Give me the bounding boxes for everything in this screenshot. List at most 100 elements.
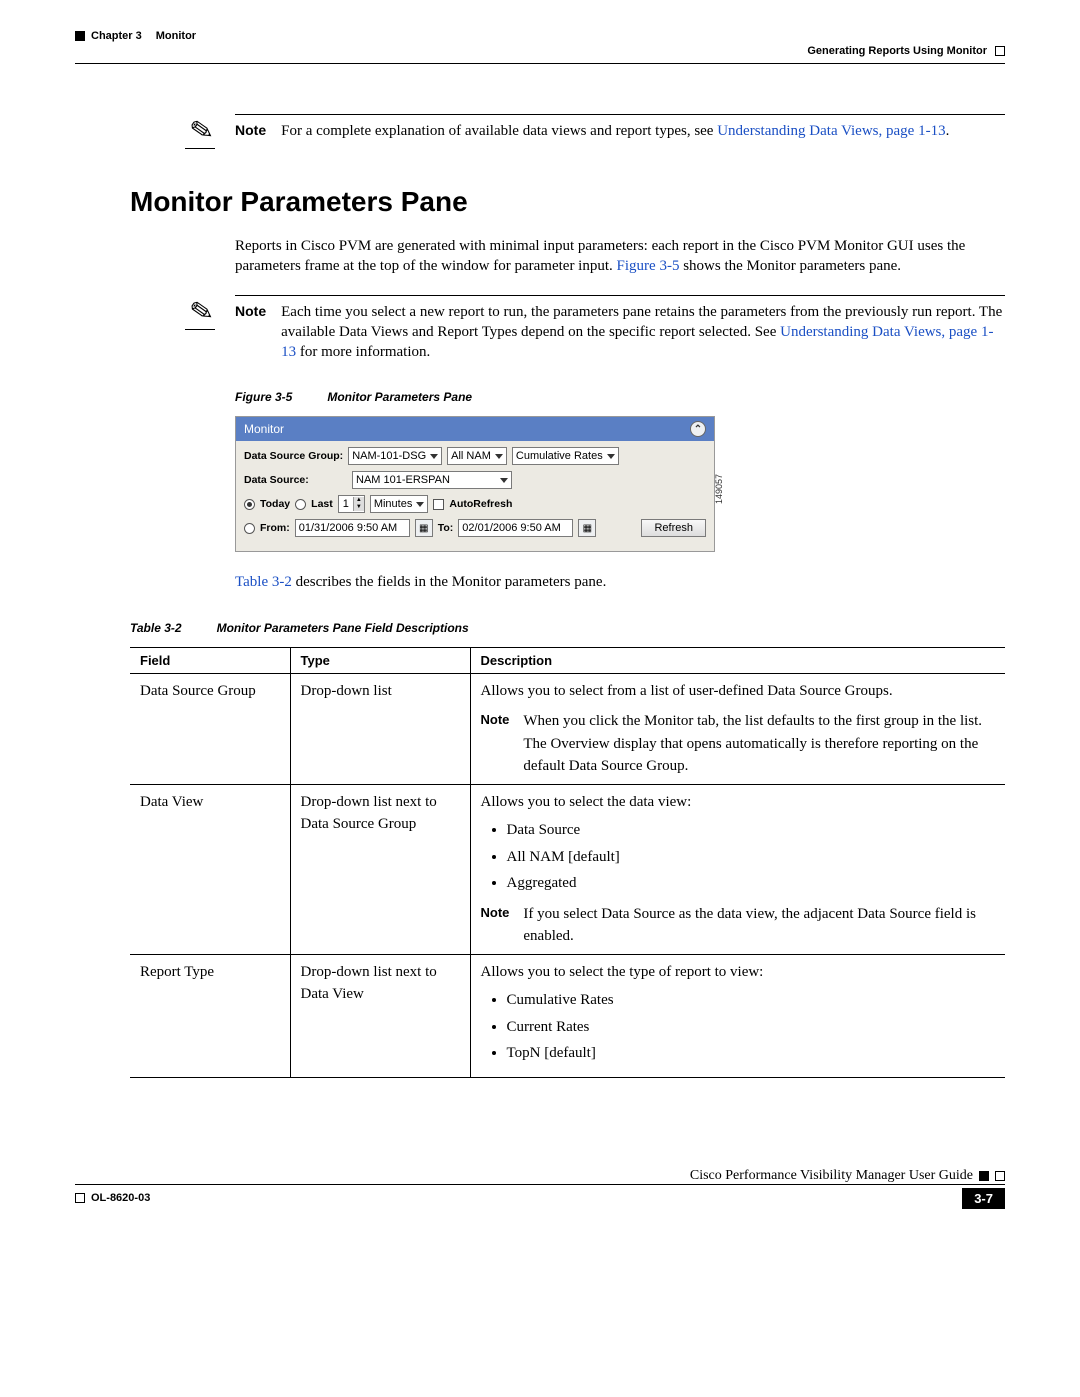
table-title: Monitor Parameters Pane Field Descriptio… <box>217 621 469 635</box>
rate-select[interactable]: Cumulative Rates <box>512 447 619 465</box>
desc-intro: Allows you to select the data view: <box>481 791 996 814</box>
today-radio[interactable] <box>244 499 255 510</box>
ds-value: NAM 101-ERSPAN <box>356 474 450 486</box>
calendar-icon[interactable]: ▦ <box>578 519 596 537</box>
note-body-2: Each time you select a new report to run… <box>281 302 1005 363</box>
last-label: Last <box>311 498 333 510</box>
autorefresh-label: AutoRefresh <box>449 498 512 510</box>
section-heading: Monitor Parameters Pane <box>130 186 1005 218</box>
monitor-titlebar: Monitor ⌃ <box>236 417 714 441</box>
view-value: All NAM <box>451 450 491 462</box>
cell-field: Data Source Group <box>130 673 290 784</box>
note-body-row-2: Note Each time you select a new report t… <box>235 302 1005 363</box>
footer-book-title: Cisco Performance Visibility Manager Use… <box>690 1168 973 1184</box>
chevron-down-icon <box>607 454 615 459</box>
up-arrow-icon[interactable]: ▲ <box>354 497 364 504</box>
from-radio[interactable] <box>244 523 255 534</box>
refresh-button[interactable]: Refresh <box>641 519 706 537</box>
note-icon-column: ✎ <box>75 114 215 151</box>
footer-marker-icon <box>979 1171 989 1181</box>
spinner-buttons[interactable]: ▲▼ <box>353 497 364 511</box>
bullet-item: Cumulative Rates <box>507 989 996 1012</box>
dsg-select[interactable]: NAM-101-DSG <box>348 447 442 465</box>
note-label-2: Note <box>235 302 266 363</box>
monitor-row-dsg: Data Source Group: NAM-101-DSG All NAM C… <box>244 447 706 465</box>
pencil-icon: ✎ <box>187 112 216 150</box>
today-label: Today <box>260 498 290 510</box>
from-label: From: <box>260 522 290 534</box>
note-text-wrap: Note For a complete explanation of avail… <box>235 114 1005 151</box>
note1-prefix: For a complete explanation of available … <box>281 123 717 139</box>
collapse-icon[interactable]: ⌃ <box>690 421 706 437</box>
monitor-row-ds: Data Source: NAM 101-ERSPAN <box>244 471 706 489</box>
para2-suffix: describes the fields in the Monitor para… <box>292 574 606 590</box>
last-radio[interactable] <box>295 499 306 510</box>
th-desc: Description <box>470 647 1005 673</box>
view-select[interactable]: All NAM <box>447 447 507 465</box>
figure-title: Monitor Parameters Pane <box>327 390 472 404</box>
unit-value: Minutes <box>374 498 413 510</box>
note-icon-column-2: ✎ <box>75 295 215 363</box>
desc-note: Note When you click the Monitor tab, the… <box>481 710 996 778</box>
bullet-item: Aggregated <box>507 872 996 895</box>
para2-link[interactable]: Table 3-2 <box>235 574 292 590</box>
monitor-row-time: Today Last 1 ▲▼ Minutes AutoRefresh <box>244 495 706 513</box>
bullet-item: TopN [default] <box>507 1042 996 1065</box>
table-row: Data View Drop-down list next to Data So… <box>130 784 1005 954</box>
calendar-icon[interactable]: ▦ <box>415 519 433 537</box>
interval-spinner[interactable]: 1 ▲▼ <box>338 495 365 513</box>
header-subsection-row: Generating Reports Using Monitor <box>75 45 1005 57</box>
page-footer: Cisco Performance Visibility Manager Use… <box>75 1168 1005 1209</box>
monitor-body: Data Source Group: NAM-101-DSG All NAM C… <box>236 441 714 551</box>
bullet-item: Current Rates <box>507 1016 996 1039</box>
header-marker-outline-icon <box>995 46 1005 56</box>
to-label: To: <box>438 522 454 534</box>
to-input[interactable] <box>458 519 573 537</box>
note1-link[interactable]: Understanding Data Views, page 1-13 <box>717 123 945 139</box>
page-number: 3-7 <box>962 1188 1005 1209</box>
desc-bullets: Cumulative Rates Current Rates TopN [def… <box>481 989 996 1065</box>
cell-field: Data View <box>130 784 290 954</box>
pencil-icon: ✎ <box>187 293 216 331</box>
chapter-label: Chapter 3 <box>91 30 142 42</box>
monitor-pane-figure: Monitor ⌃ Data Source Group: NAM-101-DSG… <box>235 416 715 552</box>
radio-dot-icon <box>247 502 252 507</box>
th-field: Field <box>130 647 290 673</box>
figure-label: Figure 3-5 <box>235 390 292 404</box>
monitor-row-range: From: ▦ To: ▦ Refresh <box>244 519 706 537</box>
chevron-down-icon <box>500 478 508 483</box>
desc-note: Note If you select Data Source as the da… <box>481 903 996 948</box>
footer-left: OL-8620-03 <box>75 1192 150 1204</box>
note-block-2: ✎ Note Each time you select a new report… <box>75 295 1005 363</box>
header-marker-icon <box>75 31 85 41</box>
desc-intro: Allows you to select the type of report … <box>481 961 996 984</box>
ds-select[interactable]: NAM 101-ERSPAN <box>352 471 512 489</box>
bullet-item: All NAM [default] <box>507 846 996 869</box>
cell-type: Drop-down list next to Data View <box>290 954 470 1077</box>
down-arrow-icon[interactable]: ▼ <box>354 504 364 511</box>
header-left: Chapter 3 Monitor <box>75 30 196 42</box>
figure-caption: Figure 3-5 Monitor Parameters Pane <box>235 390 1005 404</box>
desc-note-label: Note <box>481 710 510 778</box>
from-input[interactable] <box>295 519 410 537</box>
note-top-rule-2 <box>235 295 1005 296</box>
bullet-item: Data Source <box>507 819 996 842</box>
cell-desc: Allows you to select from a list of user… <box>470 673 1005 784</box>
cell-field: Report Type <box>130 954 290 1077</box>
note1-suffix: . <box>946 123 950 139</box>
para1-link[interactable]: Figure 3-5 <box>617 258 680 274</box>
figure-number: 149057 <box>714 474 724 504</box>
rate-value: Cumulative Rates <box>516 450 603 462</box>
paragraph-1: Reports in Cisco PVM are generated with … <box>235 236 1005 277</box>
unit-select[interactable]: Minutes <box>370 495 429 513</box>
desc-note-label: Note <box>481 903 510 948</box>
note-body: For a complete explanation of available … <box>281 121 949 141</box>
table-row: Report Type Drop-down list next to Data … <box>130 954 1005 1077</box>
dsg-label: Data Source Group: <box>244 450 343 462</box>
note-label: Note <box>235 121 266 141</box>
autorefresh-checkbox[interactable] <box>433 499 444 510</box>
parameters-table: Field Type Description Data Source Group… <box>130 647 1005 1078</box>
chevron-down-icon <box>416 502 424 507</box>
para1-suffix: shows the Monitor parameters pane. <box>679 258 901 274</box>
cell-desc: Allows you to select the data view: Data… <box>470 784 1005 954</box>
